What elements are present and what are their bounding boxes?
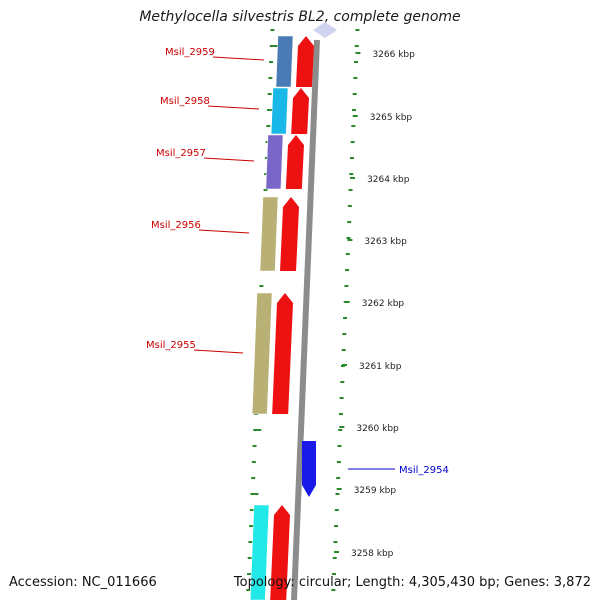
- scale-label: 3259 kbp: [354, 486, 397, 496]
- gene-label-leader: [203, 157, 255, 162]
- scale-label: 3264 kbp: [367, 175, 410, 185]
- gene-label: Msil_2958: [160, 96, 210, 107]
- cds-arrow: [291, 88, 309, 134]
- scale-label: 3261 kbp: [359, 362, 402, 372]
- accession-text: Accession: NC_011666: [9, 575, 157, 590]
- scale-label: 3263 kbp: [364, 237, 407, 247]
- gene-label: Msil_2957: [156, 148, 206, 159]
- gene-label: Msil_2959: [165, 47, 215, 58]
- cds-arrow: [295, 36, 314, 87]
- scale-label: 3262 kbp: [362, 299, 405, 309]
- gene-label: Msil_2956: [151, 220, 201, 231]
- gene-block: [249, 504, 270, 600]
- gene-label-leader: [198, 229, 250, 234]
- scale-label: 3260 kbp: [356, 424, 399, 434]
- gene-label-leader: [207, 105, 260, 110]
- backbone-end-marker: [313, 22, 337, 38]
- gene-label: Msil_2955: [146, 340, 196, 351]
- cds-arrow: [285, 135, 304, 189]
- topology-text: Topology: circular; Length: 4,305,430 bp…: [233, 575, 591, 590]
- genome-title: Methylocella silvestris BL2, complete ge…: [139, 9, 461, 25]
- scale-label: 3265 kbp: [370, 113, 413, 123]
- cds-arrow: [270, 505, 290, 600]
- gene-block: [270, 87, 289, 135]
- gene-label-leader: [212, 56, 265, 61]
- gene-arrow: [302, 441, 316, 497]
- gene-block: [259, 196, 279, 272]
- gene-block: [265, 134, 284, 190]
- cds-arrow: [280, 197, 299, 271]
- scale-label: 3266 kbp: [372, 50, 415, 60]
- gene-block: [275, 35, 294, 88]
- genome-backbone: [291, 39, 320, 600]
- scale-label: 3258 kbp: [351, 549, 394, 559]
- gene-label-leader: [193, 349, 244, 354]
- gene-label: Msil_2954: [399, 465, 449, 476]
- cds-arrow: [272, 293, 293, 414]
- gene-block: [251, 292, 273, 415]
